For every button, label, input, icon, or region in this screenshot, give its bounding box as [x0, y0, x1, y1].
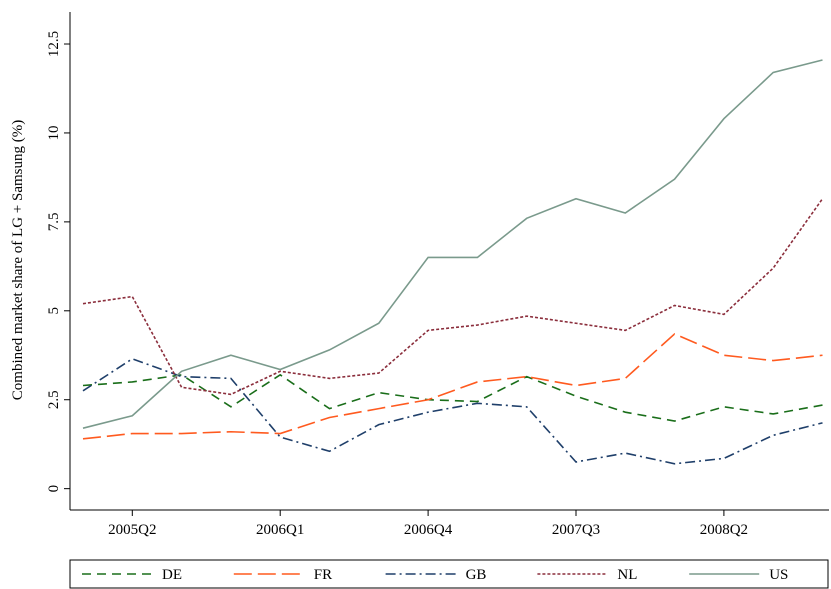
- legend-label: DE: [162, 567, 182, 583]
- y-tick-label: 5: [46, 307, 62, 315]
- legend-box: [69, 559, 829, 589]
- y-tick-label: 7.5: [46, 212, 62, 231]
- series-line: [82, 357, 823, 465]
- x-tick-label: 2005Q2: [108, 522, 156, 538]
- legend-label: US: [769, 567, 788, 583]
- legend-label: NL: [617, 567, 637, 583]
- x-tick-label: 2006Q4: [404, 522, 453, 538]
- y-axis-title: Combined market share of LG + Samsung (%…: [10, 120, 26, 400]
- y-tick-label: 12.5: [46, 31, 62, 57]
- x-tick-label: 2008Q2: [700, 522, 748, 538]
- legend-label: GB: [466, 567, 487, 583]
- y-tick-label: 0: [46, 485, 62, 493]
- x-tick-label: 2007Q3: [552, 522, 600, 538]
- series-line: [82, 59, 823, 429]
- legend-label: FR: [314, 567, 332, 583]
- y-tick-label: 2.5: [46, 390, 62, 409]
- series-line: [82, 198, 824, 396]
- y-tick-label: 10: [46, 125, 62, 140]
- series-line: [82, 332, 823, 440]
- x-tick-label: 2006Q1: [256, 522, 304, 538]
